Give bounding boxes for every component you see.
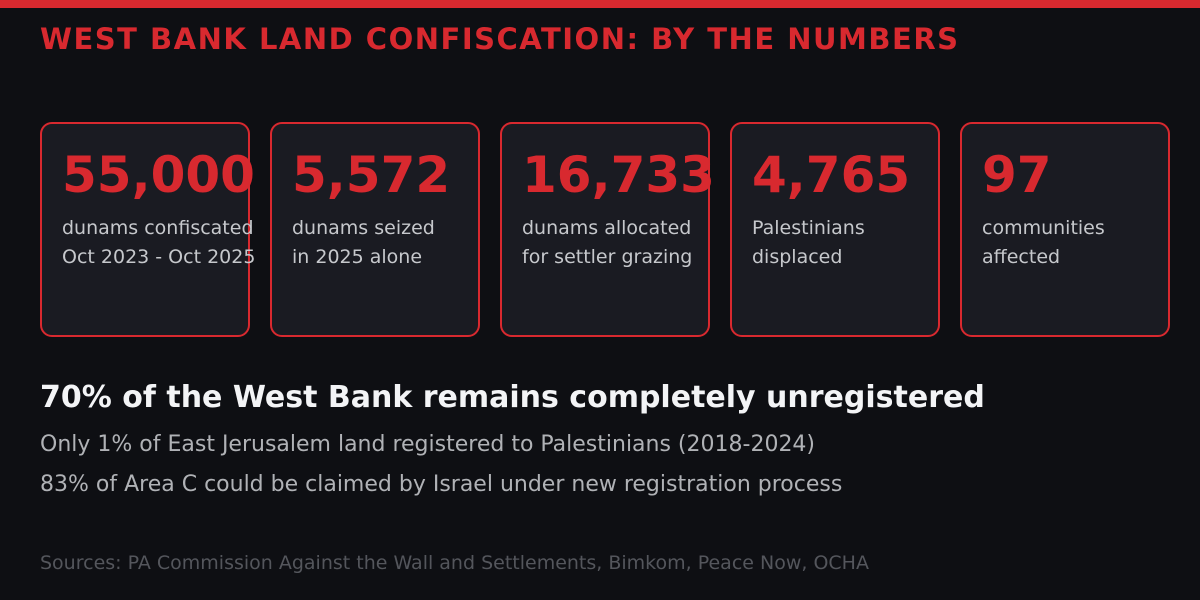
stat-label-line2: Oct 2023 - Oct 2025 xyxy=(62,246,256,268)
stat-value: 55,000 xyxy=(62,146,255,204)
stat-value: 16,733 xyxy=(522,146,715,204)
stat-card-displaced: 4,765 Palestinians displaced xyxy=(730,122,940,337)
top-accent-bar xyxy=(0,0,1200,8)
stat-label-line1: dunams seized xyxy=(292,217,435,239)
fact-line-east-jerusalem: Only 1% of East Jerusalem land registere… xyxy=(40,432,816,457)
stat-label-line1: Palestinians xyxy=(752,217,865,239)
stat-label-line1: communities xyxy=(982,217,1105,239)
stat-cards-row: 55,000 dunams confiscated Oct 2023 - Oct… xyxy=(40,122,1170,337)
stat-label-line2: affected xyxy=(982,246,1061,268)
stat-label-line1: dunams allocated xyxy=(522,217,692,239)
stat-card-communities: 97 communities affected xyxy=(960,122,1170,337)
stat-value: 97 xyxy=(982,146,1052,204)
page-title: WEST BANK LAND CONFISCATION: BY THE NUMB… xyxy=(40,22,960,56)
stat-label-line1: dunams confiscated xyxy=(62,217,254,239)
stat-value: 5,572 xyxy=(292,146,451,204)
stat-label-line2: in 2025 alone xyxy=(292,246,423,268)
sources-footnote: Sources: PA Commission Against the Wall … xyxy=(40,552,869,574)
stat-card-confiscated: 55,000 dunams confiscated Oct 2023 - Oct… xyxy=(40,122,256,337)
stat-card-grazing: 16,733 dunams allocated for settler graz… xyxy=(500,122,715,337)
headline-unregistered: 70% of the West Bank remains completely … xyxy=(40,380,985,415)
fact-line-area-c: 83% of Area C could be claimed by Israel… xyxy=(40,472,843,497)
stat-card-seized-2025: 5,572 dunams seized in 2025 alone xyxy=(270,122,480,337)
stat-value: 4,765 xyxy=(752,146,911,204)
stat-label-line2: for settler grazing xyxy=(522,246,693,268)
stat-label-line2: displaced xyxy=(752,246,843,268)
